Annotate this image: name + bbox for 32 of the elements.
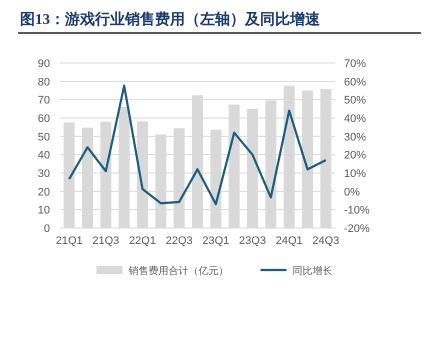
- y2-tick-label: -10%: [344, 204, 370, 217]
- y-tick-label: 30: [38, 168, 50, 180]
- x-tick-label: 22Q1: [129, 235, 156, 247]
- y2-tick-label: 0%: [344, 186, 360, 198]
- y2-tick-label: 10%: [344, 168, 366, 180]
- y2-tick-label: 70%: [344, 58, 366, 70]
- legend-label: 同比增长: [292, 265, 332, 277]
- y-tick-label: 20: [38, 186, 50, 198]
- chart-title: 图13：游戏行业销售费用（左轴）及同比增速: [20, 11, 321, 28]
- x-tick-label: 21Q3: [92, 235, 120, 247]
- y2-tick-label: 50%: [344, 94, 366, 107]
- y2-tick-label: 20%: [344, 150, 366, 162]
- y-tick-label: 80: [38, 76, 50, 88]
- y-tick-label: 50: [38, 131, 50, 144]
- y2-tick-label: 40%: [344, 113, 366, 125]
- y2-tick-label: 30%: [344, 131, 366, 144]
- legend-label: 销售费用合计（亿元）: [128, 265, 228, 277]
- x-tick-label: 23Q1: [202, 235, 230, 247]
- y-tick-label: 70: [38, 94, 50, 107]
- x-tick-label: 23Q3: [239, 235, 266, 247]
- y2-tick-label: 60%: [344, 76, 366, 88]
- y-tick-label: 0: [44, 223, 50, 235]
- x-tick-label: 21Q1: [56, 235, 83, 247]
- y-tick-label: 90: [38, 58, 50, 70]
- line-series: [68, 84, 327, 206]
- y-tick-label: 40: [38, 150, 50, 162]
- x-tick-label: 24Q3: [312, 235, 340, 247]
- y2-tick-label: -20%: [344, 223, 370, 235]
- y-tick-label: 60: [38, 113, 50, 125]
- x-tick-label: 22Q3: [166, 235, 193, 247]
- y-tick-label: 10: [38, 204, 50, 217]
- x-tick-label: 24Q1: [276, 235, 303, 247]
